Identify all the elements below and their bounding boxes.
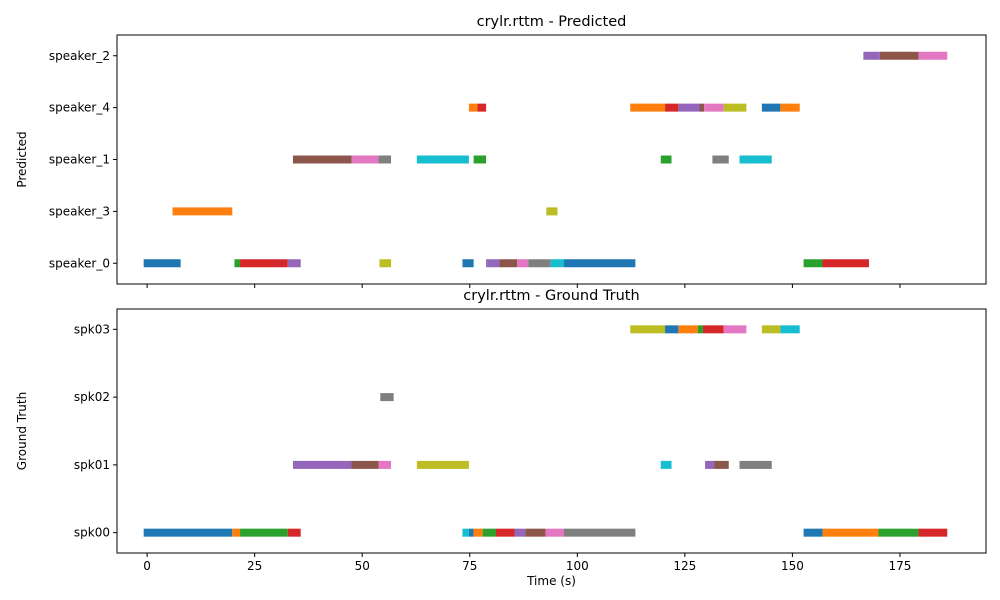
ground-truth-segment — [705, 460, 715, 469]
predicted-segment — [660, 155, 672, 164]
ground-truth-x-tick-label: 150 — [781, 559, 804, 573]
ground-truth-x-tick-label: 75 — [462, 559, 477, 573]
predicted-segment — [287, 259, 301, 268]
ground-truth-x-tick-label: 0 — [143, 559, 151, 573]
predicted-segment — [292, 155, 352, 164]
ground-truth-title: crylr.rttm - Ground Truth — [463, 288, 639, 304]
ground-truth-segment — [563, 528, 636, 537]
predicted-segment — [918, 51, 948, 60]
ground-truth-x-tick-label: 125 — [673, 559, 696, 573]
ground-truth-segment — [665, 325, 679, 334]
predicted-segment — [379, 259, 392, 268]
predicted-segment — [462, 259, 474, 268]
predicted-segment — [378, 155, 392, 164]
ground-truth-segment — [723, 325, 747, 334]
ground-truth-segment — [482, 528, 497, 537]
predicted-segment — [699, 103, 705, 112]
ground-truth-plot-frame — [116, 308, 987, 554]
ground-truth-segment — [761, 325, 781, 334]
ground-truth-x-tick-label: 175 — [889, 559, 912, 573]
ground-truth-x-tick-label: 50 — [355, 559, 370, 573]
predicted-segment — [761, 103, 781, 112]
predicted-segment — [704, 103, 724, 112]
ground-truth-x-axis-label: Time (s) — [526, 574, 576, 588]
predicted-segment — [473, 155, 487, 164]
predicted-segment — [822, 259, 869, 268]
ground-truth-segment — [630, 325, 666, 334]
ground-truth-segment — [918, 528, 948, 537]
ground-truth-y-axis-label: Ground Truth — [15, 392, 29, 470]
predicted-y-tick-label: speaker_3 — [49, 204, 110, 218]
ground-truth-segment — [292, 460, 352, 469]
ground-truth-segment — [380, 393, 394, 402]
ground-truth-segment — [822, 528, 879, 537]
predicted-segment — [712, 155, 729, 164]
predicted-segment — [739, 155, 772, 164]
predicted-segment — [486, 259, 500, 268]
ground-truth-segment — [143, 528, 233, 537]
predicted-segment — [678, 103, 700, 112]
ground-truth-y-tick-label: spk00 — [74, 526, 110, 540]
ground-truth-segment — [780, 325, 800, 334]
predicted-segment — [517, 259, 529, 268]
ground-truth-segment — [240, 528, 288, 537]
predicted-segment — [879, 51, 919, 60]
ground-truth-segment — [514, 528, 526, 537]
ground-truth-segment — [803, 528, 823, 537]
ground-truth-segment — [660, 460, 672, 469]
ground-truth-segment — [545, 528, 564, 537]
ground-truth-segment — [702, 325, 724, 334]
predicted-title: crylr.rttm - Predicted — [477, 14, 627, 30]
ground-truth-x-tick-label: 100 — [566, 559, 589, 573]
ground-truth-segment — [714, 460, 729, 469]
predicted-segment — [240, 259, 288, 268]
predicted-y-axis-label: Predicted — [15, 131, 29, 187]
ground-truth-segment — [416, 460, 469, 469]
predicted-segment — [546, 207, 558, 216]
predicted-y-tick-label: speaker_0 — [49, 256, 110, 270]
ground-truth-segment — [697, 325, 703, 334]
predicted-segment — [863, 51, 880, 60]
predicted-segment — [351, 155, 379, 164]
ground-truth-segment — [287, 528, 301, 537]
predicted-segment — [499, 259, 518, 268]
ground-truth-segment — [739, 460, 772, 469]
predicted-y-tick-label: speaker_1 — [49, 153, 110, 167]
ground-truth-segment — [525, 528, 546, 537]
predicted-segment — [468, 103, 478, 112]
predicted-plot-frame — [116, 34, 987, 285]
predicted-segment — [563, 259, 636, 268]
ground-truth-segment — [232, 528, 241, 537]
ground-truth-y-tick-label: spk01 — [74, 458, 110, 472]
ground-truth-segment — [473, 528, 483, 537]
predicted-segment — [723, 103, 747, 112]
ground-truth-x-tick-label: 25 — [247, 559, 262, 573]
predicted-segment — [528, 259, 551, 268]
predicted-y-tick-label: speaker_2 — [49, 49, 110, 63]
predicted-segment — [630, 103, 666, 112]
predicted-segment — [477, 103, 487, 112]
ground-truth-segment — [468, 528, 474, 537]
predicted-segment — [234, 259, 241, 268]
predicted-segment — [143, 259, 181, 268]
ground-truth-segment — [378, 460, 392, 469]
predicted-segment — [665, 103, 679, 112]
ground-truth-segment — [351, 460, 379, 469]
predicted-segment — [550, 259, 564, 268]
ground-truth-y-tick-label: spk02 — [74, 390, 110, 404]
ground-truth-segment — [678, 325, 698, 334]
ground-truth-y-tick-label: spk03 — [74, 322, 110, 336]
ground-truth-segment — [878, 528, 919, 537]
predicted-y-tick-label: speaker_4 — [49, 101, 110, 115]
ground-truth-segment — [462, 528, 469, 537]
predicted-segment — [803, 259, 823, 268]
ground-truth-segment — [496, 528, 515, 537]
predicted-segment — [416, 155, 469, 164]
predicted-segment — [172, 207, 233, 216]
predicted-segment — [780, 103, 800, 112]
